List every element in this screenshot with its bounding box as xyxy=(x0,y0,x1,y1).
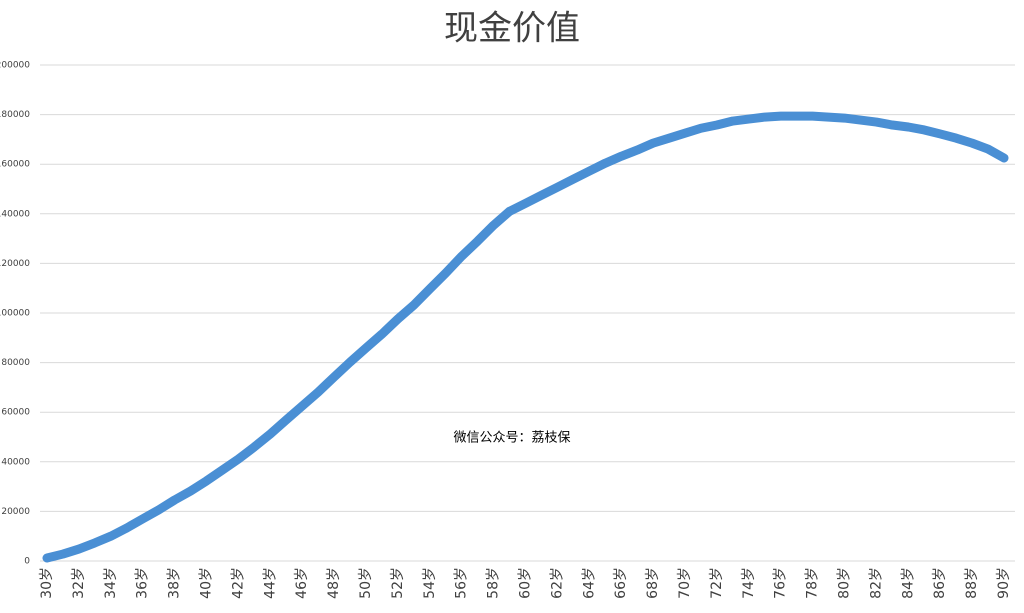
y-tick-label: 0 xyxy=(24,557,30,567)
x-tick-label: 80岁 xyxy=(837,567,853,599)
chart-title: 现金价值 xyxy=(444,9,580,49)
x-tick-label: 76岁 xyxy=(773,567,789,599)
x-tick-label: 42岁 xyxy=(230,567,246,599)
x-tick-label: 44岁 xyxy=(262,567,278,599)
annotation: 微信公众号：荔枝保 xyxy=(453,431,570,446)
y-tick-label: 180000 xyxy=(0,110,30,120)
x-tick-label: 58岁 xyxy=(486,567,502,599)
line xyxy=(42,111,1009,563)
x-tick-label: 70岁 xyxy=(677,567,693,599)
x-tick-label: 64岁 xyxy=(581,567,597,599)
x-tick-label: 40岁 xyxy=(199,567,215,599)
x-tick-label: 90岁 xyxy=(996,567,1012,599)
y-tick-label: 80000 xyxy=(1,358,30,368)
x-tick-label: 66岁 xyxy=(613,567,629,599)
y-tick-label: 200000 xyxy=(0,61,30,71)
x-tick-label: 36岁 xyxy=(135,567,151,599)
x-tick-label: 30岁 xyxy=(39,567,55,599)
x-tick-label: 82岁 xyxy=(868,567,884,599)
x-tick-label: 60岁 xyxy=(518,567,534,599)
x-tick-label: 62岁 xyxy=(549,567,565,599)
x-tick-label: 56岁 xyxy=(454,567,470,599)
x-tick-label: 54岁 xyxy=(422,567,438,599)
x-tick-label: 50岁 xyxy=(358,567,374,599)
y-tick-label: 60000 xyxy=(1,408,30,418)
x-tick-label: 52岁 xyxy=(390,567,406,599)
x-tick-label: 48岁 xyxy=(326,567,342,599)
y-tick-label: 20000 xyxy=(1,507,30,517)
y-tick-label: 120000 xyxy=(0,259,30,269)
x-tick-label: 88岁 xyxy=(964,567,980,599)
y-tick-label: 140000 xyxy=(0,209,30,219)
x-tick-label: 38岁 xyxy=(167,567,183,599)
x-tick-label: 84岁 xyxy=(900,567,916,599)
y-tick-label: 40000 xyxy=(1,457,30,467)
x-tick-label: 32岁 xyxy=(71,567,87,599)
x-tick-label: 74岁 xyxy=(741,567,757,599)
y-tick-label: 100000 xyxy=(0,309,30,319)
x-tick-label: 46岁 xyxy=(294,567,310,599)
x-tick-label: 68岁 xyxy=(645,567,661,599)
x-tick-label: 72岁 xyxy=(709,567,725,599)
x-tick-label: 34岁 xyxy=(103,567,119,599)
x-tick-label: 86岁 xyxy=(932,567,948,599)
x-tick-label: 78岁 xyxy=(805,567,821,599)
y-tick-label: 160000 xyxy=(0,160,30,170)
